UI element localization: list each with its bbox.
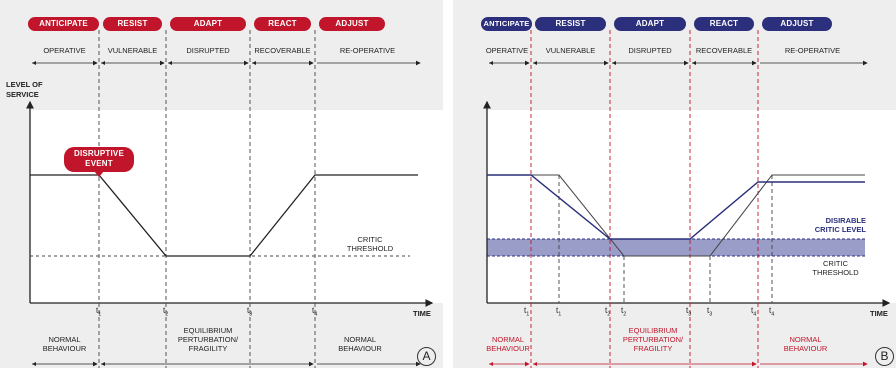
phase-dividers-red [530, 30, 759, 368]
normal-behaviour-right-b-1: NORMAL [789, 335, 822, 344]
normal-behaviour-right-b-2: BEHAVIOUR [783, 344, 828, 353]
state-operative-b: OPERATIVE [485, 46, 529, 55]
critic-threshold-b-line1: CRITIC [823, 259, 848, 268]
resilient-curve [487, 174, 865, 240]
phase-adapt: ADAPT [170, 17, 246, 31]
critic-threshold-line1: CRITIC [357, 235, 383, 244]
phase-resist-b: RESIST [535, 17, 606, 31]
normal-behaviour-right-2: BEHAVIOUR [338, 344, 382, 353]
tick-a-t4: t4 [312, 306, 318, 318]
panel-b-graphics [483, 30, 896, 368]
tick-b-red-t2: t2 [605, 306, 611, 318]
tick-b-red-t4: t4 [751, 306, 757, 318]
normal-behaviour-right-1: NORMAL [343, 335, 377, 344]
phase-dividers-black [558, 175, 773, 303]
phase-react: REACT [254, 17, 311, 31]
tick-b-t2: t2 [621, 306, 627, 318]
normal-behaviour-right-b: NORMAL BEHAVIOUR [758, 335, 853, 353]
equilibrium-b-3: FRAGILITY [633, 344, 673, 353]
equilibrium-1: EQUILIBRIUM [183, 326, 233, 335]
normal-behaviour-left-b: NORMAL BEHAVIOUR [483, 335, 533, 353]
tick-b-red-t1: t1 [524, 306, 530, 318]
desirable-line2: CRITIC LEVEL [814, 225, 866, 234]
disruptive-event-line1: DISRUPTIVE [73, 149, 124, 158]
equilibrium-label-b: EQUILIBRIUM PERTURBATION/ FRAGILITY [603, 326, 703, 353]
y-axis-label-2: SERVICE [6, 90, 39, 99]
equilibrium-b-2: PERTURBATION/ [622, 335, 684, 344]
equilibrium-label: EQUILIBRIUM PERTURBATION/ FRAGILITY [166, 326, 250, 353]
critic-threshold-b-line2: THRESHOLD [812, 268, 859, 277]
state-disrupted-b: DISRUPTED [628, 46, 672, 55]
panel-b: ANTICIPATE RESIST ADAPT REACT ADJUST OPE… [453, 0, 896, 368]
panel-a-graphics [26, 30, 443, 368]
phase-anticipate: ANTICIPATE [28, 17, 99, 31]
tick-b-t1: t1 [556, 306, 562, 318]
normal-behaviour-left-1: NORMAL [48, 335, 81, 344]
equilibrium-b-1: EQUILIBRIUM [628, 326, 678, 335]
disruptive-event-badge: DISRUPTIVE EVENT [64, 147, 134, 172]
equilibrium-2: PERTURBATION/ [177, 335, 239, 344]
tick-b-red-t3: t3 [686, 306, 692, 318]
state-recoverable: RECOVERABLE [254, 46, 311, 55]
service-curve [30, 174, 418, 257]
critic-threshold-label: CRITIC THRESHOLD [340, 235, 400, 253]
x-axis-label: TIME [413, 309, 431, 318]
tick-b-t3: t3 [707, 306, 713, 318]
desirable-critic-label: DISIRABLE CRITIC LEVEL [798, 216, 866, 234]
y-axis-label-1: LEVEL OF [6, 80, 43, 89]
phase-adjust: ADJUST [319, 17, 385, 31]
normal-behaviour-left: NORMAL BEHAVIOUR [30, 335, 99, 353]
phase-react-b: REACT [694, 17, 754, 31]
panel-b-label: B [875, 347, 894, 366]
phase-resist: RESIST [103, 17, 162, 31]
tick-a-t2: t2 [163, 306, 169, 318]
normal-behaviour-left-2: BEHAVIOUR [42, 344, 87, 353]
tick-a-t3: t3 [247, 306, 253, 318]
state-vulnerable: VULNERABLE [107, 46, 158, 55]
desirable-line1: DISIRABLE [825, 216, 866, 225]
desirable-band [487, 239, 865, 256]
tick-b-t4: t4 [769, 306, 775, 318]
state-re-operative-b: RE-OPERATIVE [784, 46, 841, 55]
disruptive-event-line2: EVENT [85, 159, 113, 168]
panel-a: ANTICIPATE RESIST ADAPT REACT ADJUST OPE… [0, 0, 443, 368]
normal-behaviour-right: NORMAL BEHAVIOUR [315, 335, 405, 353]
state-re-operative: RE-OPERATIVE [339, 46, 396, 55]
x-axis-label-b: TIME [870, 309, 888, 318]
panel-a-label: A [417, 347, 436, 366]
state-recoverable-b: RECOVERABLE [695, 46, 753, 55]
reference-curve [487, 174, 865, 257]
phase-dividers [98, 30, 316, 368]
state-operative: OPERATIVE [43, 46, 86, 55]
critic-threshold-label-b: CRITIC THRESHOLD [803, 259, 868, 277]
phase-adapt-b: ADAPT [614, 17, 686, 31]
phase-adjust-b: ADJUST [762, 17, 832, 31]
tick-a-t1: t1 [96, 306, 102, 318]
plot-area [30, 110, 443, 303]
plot-area-b [487, 110, 896, 303]
normal-behaviour-left-b-2: BEHAVIOUR [486, 344, 530, 353]
equilibrium-3: FRAGILITY [188, 344, 228, 353]
state-vulnerable-b: VULNERABLE [545, 46, 596, 55]
phase-anticipate-b: ANTICIPATE [481, 17, 532, 31]
normal-behaviour-left-b-1: NORMAL [491, 335, 525, 344]
state-disrupted: DISRUPTED [186, 46, 230, 55]
critic-threshold-line2: THRESHOLD [346, 244, 394, 253]
